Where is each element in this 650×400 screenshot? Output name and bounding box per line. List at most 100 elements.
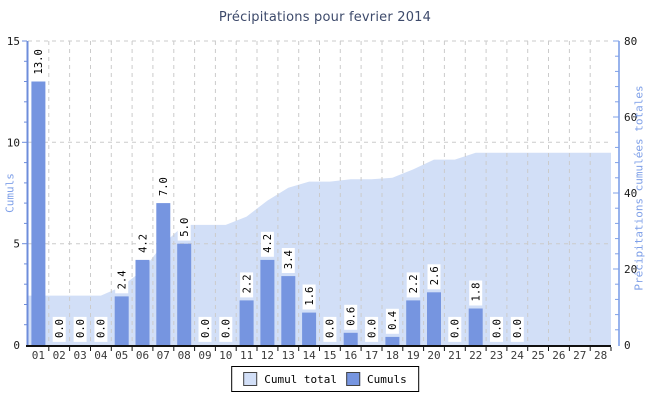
bar-value-labels: 13.0 0.0 0.0 0.0 2.4 4.2 7.0 5.0 0.0 0.0 2.2 4.2 3.4…	[31, 47, 524, 342]
x-tick-label: 27	[573, 349, 586, 362]
value-label: 0.0	[200, 319, 212, 338]
value-label-box	[94, 316, 108, 342]
legend-label: Cumuls	[367, 372, 407, 386]
bar	[302, 312, 317, 345]
x-tick-label: 02	[53, 349, 66, 362]
left-tick-label: 0	[13, 339, 20, 352]
x-tick-label: 18	[386, 349, 399, 362]
value-label: 1.6	[304, 287, 316, 306]
right-tick-label: 80	[624, 35, 637, 48]
right-tick-label: 20	[624, 263, 637, 276]
value-label-box	[115, 268, 129, 294]
value-label-box	[73, 316, 87, 342]
value-label: 0.0	[450, 319, 462, 338]
value-label-box	[406, 272, 420, 298]
bar	[114, 296, 129, 345]
cumulative-area	[28, 152, 611, 345]
value-label: 5.0	[179, 218, 191, 237]
left-axis-title: Cumuls	[3, 173, 17, 213]
value-label: 1.8	[471, 283, 483, 302]
value-label-box	[385, 308, 399, 334]
value-label: 13.0	[33, 49, 45, 74]
axis-ticks	[22, 40, 619, 351]
bar	[468, 308, 483, 345]
x-tick-label: 04	[94, 349, 108, 362]
bar	[239, 300, 254, 345]
value-label-box	[323, 316, 337, 342]
value-label-box	[219, 316, 233, 342]
value-label: 2.4	[117, 270, 129, 289]
bar	[385, 336, 400, 345]
bar	[427, 292, 441, 345]
value-label: 2.6	[429, 266, 441, 285]
value-label-box	[136, 231, 149, 257]
cumul-total-swatch-icon	[243, 372, 258, 386]
left-tick-label: 5	[13, 238, 20, 251]
value-label-box	[448, 316, 462, 342]
bar	[260, 259, 275, 345]
x-tick-label: 24	[511, 349, 525, 362]
cumuls-swatch-icon	[346, 372, 361, 386]
value-label: 0.4	[387, 311, 399, 330]
bar	[343, 332, 358, 345]
value-label: 4.2	[262, 234, 274, 253]
legend-item-cumul-total: Cumul total	[243, 372, 337, 386]
x-tick-label: 09	[198, 349, 211, 362]
right-axis-title: Précipitations cumulées totales	[632, 85, 646, 291]
bar	[177, 243, 192, 345]
x-tick-label: 12	[261, 349, 274, 362]
value-label: 0.0	[221, 319, 233, 338]
x-tick-label: 06	[136, 349, 149, 362]
value-label: 2.2	[408, 274, 420, 293]
value-label-box	[427, 264, 441, 290]
value-label-box	[469, 280, 483, 306]
value-label-box	[281, 248, 295, 273]
cumulative-area-series	[28, 152, 611, 345]
x-tick-label: 08	[178, 349, 191, 362]
daily-bars-series	[31, 81, 483, 345]
value-label: 2.2	[241, 274, 253, 293]
x-tick-label: 19	[407, 349, 420, 362]
bar	[31, 81, 46, 345]
value-label-box	[198, 316, 212, 342]
bar	[156, 203, 171, 345]
x-tick-label: 28	[594, 349, 607, 362]
value-label: 0.0	[366, 319, 378, 338]
value-label-box	[510, 316, 524, 342]
value-label: 0.0	[75, 319, 87, 338]
x-tick-label: 21	[448, 349, 461, 362]
x-tick-label: 07	[157, 349, 170, 362]
value-label-box	[490, 316, 503, 342]
value-label: 0.0	[54, 319, 66, 338]
x-tick-label: 03	[73, 349, 86, 362]
legend-item-cumuls: Cumuls	[346, 372, 407, 386]
x-tick-label: 10	[219, 349, 232, 362]
value-label: 7.0	[158, 177, 170, 196]
x-tick-label: 25	[531, 349, 544, 362]
chart-title: Précipitations pour fevrier 2014	[218, 10, 432, 25]
value-label-box	[260, 231, 274, 257]
right-tick-label: 0	[624, 339, 631, 352]
x-tick-label: 16	[344, 349, 357, 362]
x-tick-label: 01	[32, 349, 45, 362]
value-label: 0.0	[96, 319, 108, 338]
value-label-box	[52, 316, 66, 342]
legend-label: Cumul total	[264, 372, 338, 386]
value-label: 0.0	[512, 319, 524, 338]
value-label: 0.0	[491, 319, 503, 338]
value-label-box	[156, 175, 170, 201]
value-label-box	[240, 272, 254, 298]
value-label-box	[344, 304, 358, 330]
x-tick-label: 05	[115, 349, 128, 362]
value-label-box	[365, 316, 379, 342]
left-tick-label: 15	[7, 35, 20, 48]
bar	[135, 259, 150, 345]
x-tick-label: 15	[323, 349, 336, 362]
x-tick-label: 20	[427, 349, 440, 362]
x-tick-label: 13	[282, 349, 295, 362]
bar	[281, 276, 296, 345]
value-label-box	[177, 215, 191, 241]
x-tick-label: 26	[552, 349, 565, 362]
